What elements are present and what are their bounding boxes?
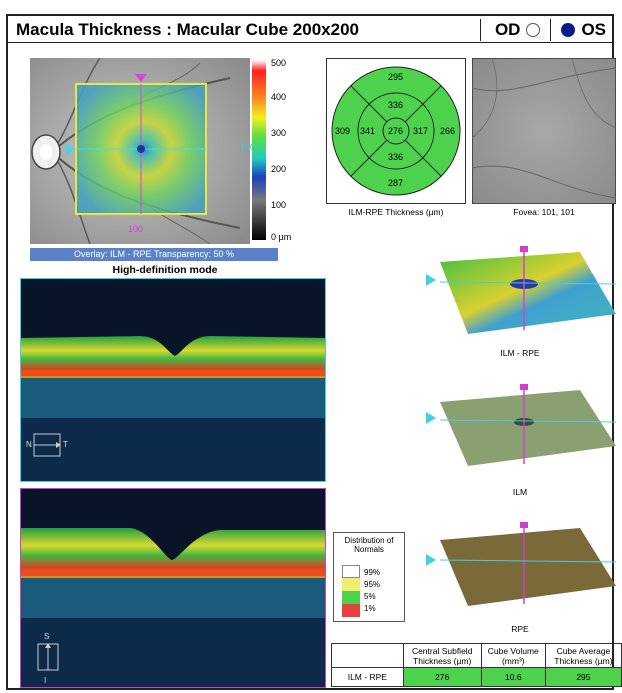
bscan-s-label: S xyxy=(44,632,50,641)
os-label: OS xyxy=(581,20,606,39)
mode-label: High-definition mode xyxy=(112,264,218,276)
od-radio-icon[interactable] xyxy=(526,23,541,37)
colorbar-tick-100: 100 xyxy=(271,200,287,210)
ilm-map-label: ILM xyxy=(512,487,528,497)
etdrs-caption: ILM-RPE Thickness (µm) xyxy=(348,207,444,217)
etdrs-thickness-grid xyxy=(331,66,461,196)
colorbar-tick-0: 0 µm xyxy=(271,232,292,242)
etdrs-outer-temporal: 266 xyxy=(440,126,456,136)
os-radio-icon[interactable] xyxy=(561,23,576,37)
results-row-label: ILM - RPE xyxy=(331,667,404,687)
ilm-rpe-map-label: ILM - RPE xyxy=(500,348,540,358)
fundus-overlay-image xyxy=(30,58,250,244)
etdrs-inner-temporal: 317 xyxy=(413,126,429,136)
cube-average-value: 295 xyxy=(544,667,622,687)
ilm-rpe-3d-map xyxy=(426,246,617,334)
bscan-n-label: N xyxy=(26,440,32,449)
cube-average-header: Cube Average Thickness (µm) xyxy=(544,643,622,668)
normals-legend-title: Distribution of Normals xyxy=(344,536,394,554)
thickness-colorbar xyxy=(252,60,266,240)
cube-volume-header: Cube Volume (mm³) xyxy=(480,643,546,668)
eye-selector: OD OS xyxy=(479,19,606,41)
ilm-3d-map xyxy=(426,384,617,466)
central-subfield-header: Central Subfield Thickness (µm) xyxy=(402,643,482,668)
overlay-settings-button[interactable]: Overlay: ILM - RPE Transparency: 50 % xyxy=(30,248,278,261)
eye-divider xyxy=(550,19,552,41)
fovea-image xyxy=(472,58,616,204)
results-table: Central Subfield Thickness (µm) Cube Vol… xyxy=(331,643,622,687)
etdrs-inner-superior: 336 xyxy=(388,100,404,110)
horizontal-marker-value: 100 xyxy=(240,142,256,152)
normals-95: 95% xyxy=(364,580,381,589)
horizontal-bscan-image xyxy=(20,278,326,482)
report-title: Macula Thickness : Macular Cube 200x200 xyxy=(16,20,359,39)
colorbar-tick-400: 400 xyxy=(271,92,287,102)
colorbar-tick-500: 500 xyxy=(271,58,287,68)
vertical-scan-marker-icon xyxy=(135,74,147,82)
horizontal-scan-marker-icon xyxy=(66,143,74,155)
rpe-3d-map xyxy=(426,522,617,606)
etdrs-outer-nasal: 309 xyxy=(335,126,351,136)
etdrs-outer-inferior: 287 xyxy=(388,178,404,188)
vertical-marker-value: 100 xyxy=(128,224,144,234)
etdrs-inner-inferior: 336 xyxy=(388,152,404,162)
normals-color-scale xyxy=(342,565,360,617)
normals-99: 99% xyxy=(364,568,381,577)
cube-volume-value: 10.6 xyxy=(480,667,546,687)
bscan-t-label: T xyxy=(63,440,68,449)
report-header: Macula Thickness : Macular Cube 200x200 … xyxy=(8,16,612,43)
etdrs-center: 276 xyxy=(388,126,404,136)
vertical-bscan-image xyxy=(20,488,326,688)
central-subfield-value: 276 xyxy=(402,667,482,687)
etdrs-outer-superior: 295 xyxy=(388,72,404,82)
rpe-map-label: RPE xyxy=(511,624,529,634)
normals-legend: Distribution of Normals 99% 95% 5% 1% xyxy=(333,532,405,622)
bscan-i-label: I xyxy=(44,676,47,685)
colorbar-tick-300: 300 xyxy=(271,128,287,138)
normals-5: 5% xyxy=(364,592,376,601)
colorbar-tick-200: 200 xyxy=(271,164,287,174)
od-label: OD xyxy=(494,20,521,39)
header-divider xyxy=(479,19,481,41)
normals-1: 1% xyxy=(364,604,376,613)
etdrs-inner-nasal: 341 xyxy=(360,126,376,136)
etdrs-grid-box xyxy=(326,58,466,204)
results-header-blank xyxy=(331,643,404,668)
fovea-caption: Fovea: 101, 101 xyxy=(513,207,575,217)
